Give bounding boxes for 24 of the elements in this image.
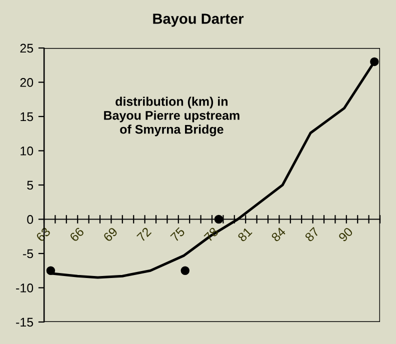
y-tick-label: 5 <box>27 180 34 190</box>
x-tick-label: 81 <box>237 226 252 242</box>
point <box>214 214 224 224</box>
y-tick-label: 20 <box>20 78 34 87</box>
x-tick-label: 90 <box>338 226 354 242</box>
y-tick-label: 25 <box>20 44 34 53</box>
y-tick-label: -10 <box>16 284 34 292</box>
x-tick-label: 87 <box>304 226 320 242</box>
y-tick-label: -15 <box>16 318 34 327</box>
annotation: distribution (km) in Bayou Pierre upstream of Smyrna Bridge <box>104 96 240 136</box>
x-tick-label: 78 <box>204 226 219 242</box>
chart-title: Bayou Darter <box>153 14 244 27</box>
x-tick-label: 72 <box>136 226 152 242</box>
point <box>180 266 190 275</box>
x-tick-label: 66 <box>69 226 84 242</box>
y-tick-label: 15 <box>20 112 34 122</box>
point <box>46 266 56 275</box>
x-tick-label: 75 <box>170 226 186 242</box>
y-tick-label: 0 <box>27 215 34 224</box>
x-tick-label: 69 <box>102 226 118 242</box>
y-tick-label: -5 <box>23 249 34 258</box>
y-tick-label: 10 <box>20 146 34 156</box>
point <box>370 57 379 66</box>
x-tick-label: 84 <box>270 226 286 242</box>
